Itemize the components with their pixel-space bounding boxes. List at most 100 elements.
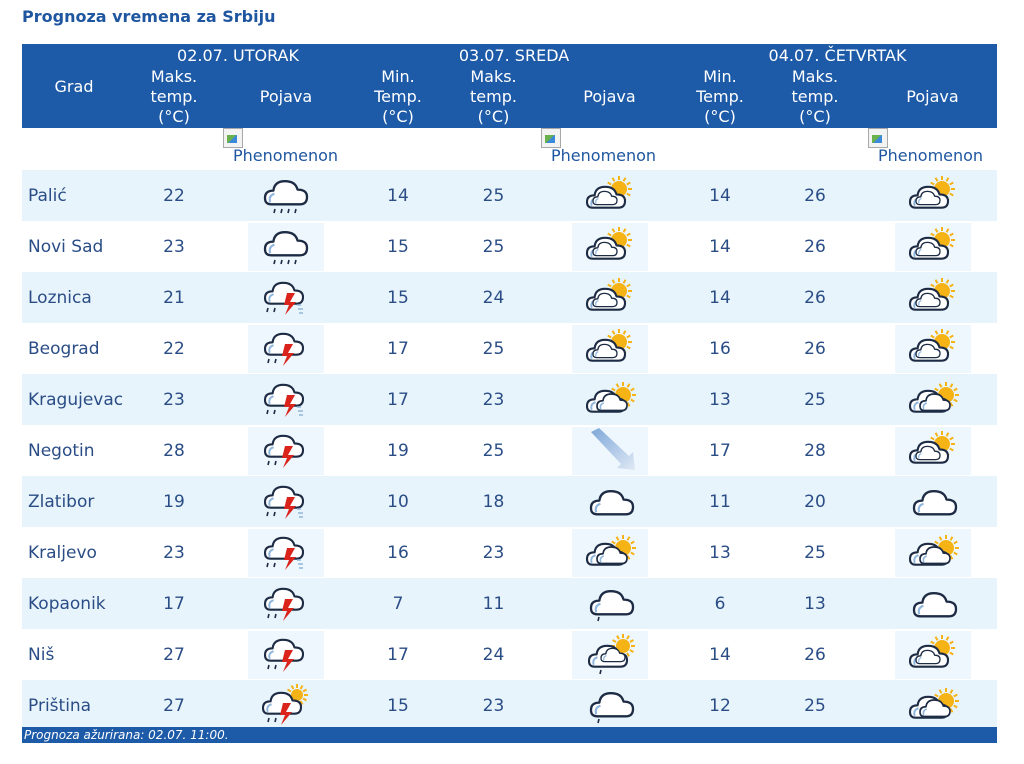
- d3-min-temp: 14: [709, 644, 731, 665]
- table-row: Kraljevo 23 16 23 13 25: [22, 527, 997, 578]
- d2-max-temp: 18: [446, 476, 541, 527]
- thunderstorm-rain-icon: [248, 528, 324, 577]
- col-header-d2-max: Maks. temp. (°C): [446, 66, 541, 128]
- day-header-2: 03.07. SREDA: [350, 44, 678, 66]
- d3-max-temp: 25: [762, 374, 868, 425]
- weather-icon-cell: [541, 527, 678, 578]
- rain-cloud-icon: [248, 171, 324, 220]
- weather-icon-cell: [868, 272, 997, 323]
- d3-max-temp: 26: [804, 338, 826, 359]
- partly-sunny-icon: [571, 273, 648, 322]
- weather-icon-cell: [222, 680, 350, 731]
- table-row: Kopaonik 17 7 11 6 13: [22, 578, 997, 629]
- d1-max-temp: 22: [163, 338, 185, 359]
- d3-max-temp: 26: [762, 170, 868, 221]
- d3-max-temp: 28: [804, 440, 826, 461]
- d3-min-temp: 13: [678, 374, 762, 425]
- col-header-d2-pojava: Pojava: [541, 66, 678, 128]
- city-name: Novi Sad: [28, 236, 104, 257]
- city-name: Kopaonik: [22, 578, 126, 629]
- header-label: Min. Temp. (°C): [696, 67, 744, 126]
- d3-min-temp: 17: [709, 440, 731, 461]
- d2-min-temp: 14: [350, 170, 446, 221]
- weather-icon-cell: [222, 629, 350, 680]
- weather-icon-cell: [541, 221, 678, 272]
- d2-max-temp: 11: [446, 578, 541, 629]
- d1-max-temp: 27: [163, 644, 185, 665]
- city-name: Negotin: [28, 440, 95, 461]
- partly-sunny-icon: [571, 324, 648, 373]
- cloud-drizzle-icon: [571, 681, 648, 730]
- forecast-table: Grad 02.07. UTORAK 03.07. SREDA 04.07. Č…: [22, 44, 997, 731]
- weather-icon-cell: [868, 476, 997, 527]
- weather-icon-cell: [541, 425, 678, 476]
- weather-icon-cell: [541, 170, 678, 221]
- table-row: Kragujevac 23 17 23 13 25: [22, 374, 997, 425]
- weather-icon-cell: [541, 476, 678, 527]
- broken-image-icon: Phenomenon: [868, 128, 983, 165]
- d3-max-temp: 20: [762, 476, 868, 527]
- d1-max-temp: 21: [126, 272, 222, 323]
- weather-icon-cell: [222, 476, 350, 527]
- table-row: Beograd 22 17 25 16 26: [22, 323, 997, 374]
- phenomenon-alt-text: Phenomenon: [551, 146, 657, 165]
- phenomenon-alt-text: Phenomenon: [878, 146, 984, 165]
- weather-icon-cell: [868, 425, 997, 476]
- partly-sunny-icon: [894, 630, 971, 679]
- weather-icon-cell: [868, 578, 997, 629]
- d3-max-temp: 25: [762, 680, 868, 731]
- thunderstorm-icon: [248, 324, 324, 373]
- thunderstorm-rain-icon: [248, 477, 324, 526]
- weather-icon-cell: [222, 527, 350, 578]
- d2-min-temp: 17: [387, 338, 409, 359]
- d2-max-temp: 25: [482, 338, 505, 359]
- weather-icon-cell: [541, 680, 678, 731]
- d2-max-temp: 24: [482, 644, 505, 665]
- d2-min-temp: 15: [350, 680, 446, 731]
- d2-max-temp: 24: [446, 272, 541, 323]
- city-name: Priština: [22, 680, 126, 731]
- weather-icon-cell: [868, 629, 997, 680]
- phenomenon-legend-row: Phenomenon Phenomenon Phenomenon: [22, 128, 997, 170]
- cloud-icon: [894, 477, 971, 526]
- d2-min-temp: 17: [350, 374, 446, 425]
- weather-icon-cell: [868, 374, 997, 425]
- header-label: Maks. temp. (°C): [150, 67, 198, 126]
- cloudy-sun-icon: [894, 681, 971, 730]
- forecast-rows: Palić 22 14 25 14 26 Novi Sad 23 15 25 14 26 L…: [22, 170, 997, 731]
- d3-min-temp: 6: [678, 578, 762, 629]
- d3-max-temp: 13: [762, 578, 868, 629]
- city-name: Beograd: [28, 338, 100, 359]
- weather-icon-cell: [222, 221, 350, 272]
- forecast-table-wrapper: Grad 02.07. UTORAK 03.07. SREDA 04.07. Č…: [22, 44, 997, 731]
- thunderstorm-rain-icon: [248, 375, 324, 424]
- weather-icon-cell: [222, 374, 350, 425]
- d2-min-temp: 15: [387, 236, 409, 257]
- sun-thunderstorm-icon: [248, 681, 324, 730]
- weather-icon-cell: [868, 221, 997, 272]
- table-row: Zlatibor 19 10 18 11 20: [22, 476, 997, 527]
- city-name: Loznica: [22, 272, 126, 323]
- d2-max-temp: 23: [446, 680, 541, 731]
- header-label: Maks. temp. (°C): [470, 67, 517, 126]
- city-name: Zlatibor: [22, 476, 126, 527]
- cloud-drizzle-icon: [571, 579, 648, 628]
- partly-sunny-icon: [894, 426, 971, 475]
- d2-min-temp: 17: [387, 644, 409, 665]
- d2-max-temp: 25: [482, 440, 505, 461]
- header-label: Min. Temp. (°C): [374, 67, 422, 126]
- table-row: Palić 22 14 25 14 26: [22, 170, 997, 221]
- d3-min-temp: 12: [678, 680, 762, 731]
- thunderstorm-icon: [248, 630, 324, 679]
- sun-shower-icon: [571, 630, 648, 679]
- weather-icon-cell: [222, 170, 350, 221]
- weather-icon-cell: [541, 374, 678, 425]
- weather-icon-cell: [222, 323, 350, 374]
- d2-min-temp: 15: [350, 272, 446, 323]
- header-label: Maks. temp. (°C): [791, 67, 839, 126]
- day-header-1: 02.07. UTORAK: [126, 44, 350, 66]
- city-name: Niš: [28, 644, 55, 665]
- d3-min-temp: 14: [709, 236, 731, 257]
- d3-max-temp: 25: [804, 542, 826, 563]
- table-row: Priština 27 15 23 12 25: [22, 680, 997, 731]
